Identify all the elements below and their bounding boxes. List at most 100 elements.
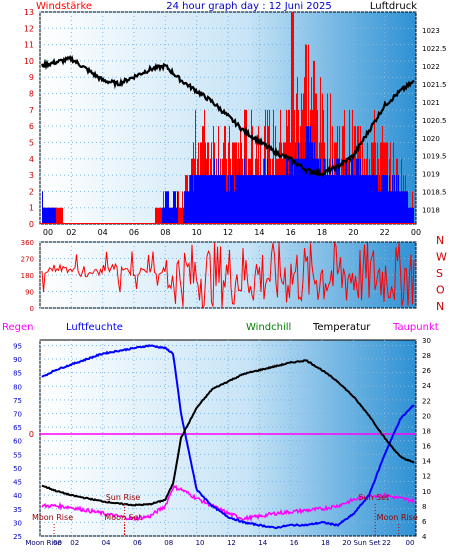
- climate-time-tick: 14: [258, 539, 267, 547]
- wind-axis-tick: 7: [29, 106, 34, 115]
- humidity-axis-tick: 35: [13, 506, 22, 514]
- humidity-axis-tick: 30: [13, 519, 22, 527]
- humidity-axis-tick: 25: [13, 533, 22, 541]
- humidity-axis-tick: 75: [13, 397, 22, 405]
- compass-label: W: [436, 251, 447, 264]
- wind-axis-tick: 4: [29, 155, 34, 164]
- time-axis-tick: 18: [317, 228, 327, 237]
- time-axis-tick: 00: [43, 228, 53, 237]
- climate-time-tick: 18: [321, 539, 330, 547]
- temperature-axis-tick: 10: [422, 488, 431, 496]
- time-axis-tick: 00: [411, 228, 421, 237]
- dewpoint-line: [41, 484, 415, 523]
- pressure-axis-tick: 1019.5: [422, 153, 447, 161]
- time-axis-tick: 10: [192, 228, 202, 237]
- climate-time-tick: 20 Sun Set: [342, 539, 380, 547]
- temperature-axis-tick: 30: [422, 337, 431, 345]
- humidity-axis-tick: 55: [13, 451, 22, 459]
- header-title: 24 hour graph day : 12 Juni 2025: [166, 1, 332, 12]
- rain-axis-tick: 0: [29, 430, 34, 439]
- event-label: Moon Rise: [377, 513, 418, 522]
- wind-direction-line: [41, 242, 415, 309]
- humidity-axis-tick: 70: [13, 411, 22, 419]
- wind-axis-tick: 2: [29, 187, 34, 196]
- humidity-axis-tick: 40: [13, 492, 22, 500]
- humidity-axis-tick: 90: [13, 356, 22, 364]
- pressure-axis-tick: 1020.5: [422, 117, 447, 125]
- temperature-axis-tick: 12: [422, 473, 431, 481]
- event-label: Moon Set: [104, 513, 141, 522]
- wind-axis-tick: 12: [24, 24, 34, 33]
- humidity-axis-tick: 95: [13, 342, 22, 350]
- temperature-axis-tick: 4: [422, 533, 427, 541]
- event-label: Moon Rise: [32, 513, 73, 522]
- wind-axis-tick: 9: [29, 73, 34, 82]
- humidity-axis-tick: 85: [13, 370, 22, 378]
- time-axis-tick: 14: [254, 228, 264, 237]
- humidity-axis-tick: 45: [13, 479, 22, 487]
- time-axis-tick: 04: [98, 228, 108, 237]
- header-right-label: Luftdruck: [370, 1, 417, 12]
- humidity-axis-tick: 80: [13, 383, 22, 391]
- wind-axis-tick: 8: [29, 90, 34, 99]
- compass-label: N: [436, 300, 444, 313]
- humidity-line: [41, 344, 415, 530]
- pressure-line-layer: [40, 54, 415, 178]
- climate-time-tick: 16: [290, 539, 299, 547]
- pressure-axis-tick: 1021: [422, 99, 440, 107]
- time-axis-tick: 22: [380, 228, 390, 237]
- temperature-axis-tick: 22: [422, 397, 431, 405]
- wind-bars: [40, 12, 416, 224]
- pressure-axis-tick: 1018.5: [422, 189, 447, 197]
- pressure-axis-tick: 1021.5: [422, 81, 447, 89]
- climate-time-tick: 00: [406, 539, 415, 547]
- climate-time-tick: 06: [133, 539, 142, 547]
- climate-time-tick: 00: [53, 539, 62, 547]
- wind-direction-layer: [41, 242, 415, 309]
- direction-axis-tick: 270: [21, 256, 34, 264]
- humidity-axis-tick: 60: [13, 438, 22, 446]
- climate-lines-layer: [40, 344, 416, 536]
- wind-axis-tick: 1: [29, 204, 34, 213]
- temperature-axis-tick: 24: [422, 382, 431, 390]
- wind-axis-tick: 11: [24, 41, 34, 50]
- direction-axis-tick: 180: [21, 272, 34, 280]
- climate-time-tick: 02: [70, 539, 79, 547]
- label-windchill: Windchill: [246, 322, 291, 333]
- climate-time-tick: Moon Rise: [25, 539, 61, 547]
- wind-axis-tick: 10: [24, 57, 34, 66]
- pressure-line: [40, 54, 415, 178]
- label-taupunkt: Taupunkt: [392, 322, 439, 333]
- label-regen: Regen: [2, 322, 34, 333]
- pressure-axis-tick: 1022: [422, 63, 440, 71]
- time-axis-tick: 06: [129, 228, 139, 237]
- temperature-axis-tick: 16: [422, 443, 431, 451]
- time-axis-tick: 08: [160, 228, 170, 237]
- humidity-axis-tick: 50: [13, 465, 22, 473]
- temperature-line: [41, 359, 415, 507]
- event-label: Sun Rise: [106, 493, 141, 502]
- climate-time-tick: 04: [102, 539, 111, 547]
- label-temperatur: Temperatur: [312, 322, 371, 333]
- axis-labels: 01234567891011121310181018.510191019.510…: [13, 8, 447, 547]
- temperature-axis-tick: 14: [422, 458, 431, 466]
- time-axis-tick: 16: [286, 228, 296, 237]
- climate-time-tick: 22: [382, 539, 391, 547]
- humidity-axis-tick: 65: [13, 424, 22, 432]
- temperature-axis-tick: 8: [422, 503, 426, 511]
- direction-axis-tick: 90: [25, 289, 34, 297]
- pressure-axis-tick: 1022.5: [422, 45, 447, 53]
- compass-label: N: [436, 234, 444, 247]
- time-axis-tick: 02: [66, 228, 76, 237]
- wind-axis-tick: 0: [29, 220, 34, 229]
- temperature-axis-tick: 28: [422, 352, 431, 360]
- wind-axis-tick: 13: [24, 8, 34, 17]
- time-axis-tick: 12: [223, 228, 233, 237]
- climate-time-tick: 10: [196, 539, 205, 547]
- direction-axis-tick: 360: [21, 239, 34, 247]
- wind-axis-tick: 5: [29, 138, 34, 147]
- pressure-axis-tick: 1019: [422, 171, 440, 179]
- label-luftfeuchte: Luftfeuchte: [66, 322, 123, 333]
